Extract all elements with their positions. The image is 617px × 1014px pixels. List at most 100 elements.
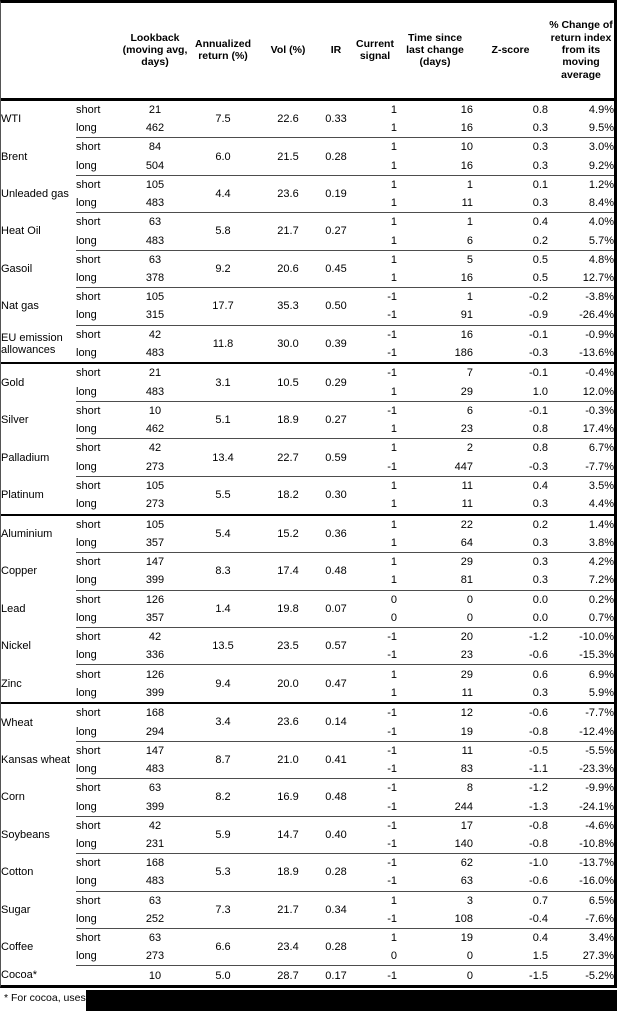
cell-ir: 0.47 [319,664,353,704]
cell-pos: short [76,740,121,761]
cell-signal: -1 [353,362,397,383]
cell-pos: long [76,686,97,699]
table-row: Lead short 126 1.4 19.8 0.07 0 0 0.0 0.2% [1,589,614,628]
cell-pct: 9.5% [588,122,614,135]
cell-pos: short [76,103,101,116]
cell-pos: long [76,385,97,398]
cell-lookback: 84 [121,137,189,157]
cell-signal: 1 [390,498,397,511]
table-row: long 483 1 6 0.2 5.7% [1,232,614,251]
cell-zscore: -0.6 [529,875,548,888]
cell-vol: 18.9 [257,853,319,892]
cell-lookback: 168 [121,853,189,873]
table-row: Gold short 21 3.1 10.5 0.29 -1 7 -0.1 -0.4% [1,362,614,402]
cell-pos: short [76,287,121,307]
cell-zscore: 0.8 [473,438,548,458]
cell-signal: 1 [390,159,397,172]
cell-vol: 20.6 [257,249,319,288]
cell-pos: long [76,763,97,776]
cell-lookback: 336 [145,649,165,662]
cell-time: 16 [460,122,473,135]
commodity-name: Unleaded gas [1,188,69,201]
cell-lookback: 399 [145,574,165,587]
cell-vol: 21.7 [257,890,319,929]
cell-zscore: -0.9 [529,309,548,322]
cell-ir: 0.57 [319,627,353,665]
cell-ann: 5.9 [189,815,257,854]
table-row: long 483 -1 83 -1.1 -23.3% [1,760,614,779]
cell-pct: 17.4% [582,423,614,436]
commodity-name: Heat Oil [1,225,41,238]
cell-lookback: 315 [145,309,165,322]
cell-zscore: -0.1 [473,324,548,344]
cell-zscore: -0.3 [529,460,548,473]
cell-zscore: 0.8 [532,423,548,436]
cell-ann: 5.4 [189,513,257,553]
commodity-name: Platinum [1,488,44,501]
column-header-time-since-change: Time since last change (days) [397,3,473,101]
cell-pos: short [76,890,121,910]
cell-lookback: 273 [145,460,165,473]
cell-vol: 23.5 [257,627,319,665]
cell-time: 10 [397,137,473,157]
cell-time: 64 [460,537,473,550]
cell-ir: 0.28 [319,928,353,966]
cell-time: 91 [460,309,473,322]
column-header-zscore: Z-score [473,3,548,101]
table-row: long 483 1 29 1.0 12.0% [1,383,614,402]
cell-pos [76,965,121,985]
cell-zscore: 0.4 [473,928,548,948]
table-row: long 462 1 23 0.8 17.4% [1,420,614,439]
cell-vol: 19.8 [257,589,319,628]
cell-zscore: -0.1 [473,400,548,421]
cell-signal: -1 [387,460,397,473]
cell-pos: long [76,309,97,322]
cell-signal: 1 [353,928,397,948]
header-row: Lookback (moving avg, days) Annualized r… [1,3,614,101]
table-row: long 357 1 64 0.3 3.8% [1,534,614,553]
cell-signal: 1 [353,212,397,232]
cell-signal: -1 [387,837,397,850]
cell-vol: 18.2 [257,475,319,515]
cell-zscore: 0.3 [532,537,548,550]
cell-zscore: 0.0 [473,589,548,609]
cell-pct: -0.3% [548,400,614,421]
cell-lookback: 10 [121,965,189,985]
table-row: long 273 0 0 1.5 27.3% [1,947,614,966]
cell-time: 2 [397,438,473,458]
cell-pos: short [76,212,121,232]
cell-ir: 0.40 [319,815,353,854]
cell-signal: 1 [353,513,397,534]
cell-time: 6 [397,400,473,421]
commodity-name: Cotton [1,866,34,879]
cell-pct: -15.3% [579,649,614,662]
column-header-pos [76,3,121,101]
commodity-name: Coffee [1,941,34,954]
commodity-name: Nat gas [1,300,39,313]
table-row: Copper short 147 8.3 17.4 0.48 1 29 0.3 4.2% [1,552,614,591]
cell-pct: 4.4% [588,498,614,511]
table-row: long 273 1 11 0.3 4.4% [1,495,614,514]
cell-pct: 3.8% [588,537,614,550]
commodity-name: Cocoa* [1,969,38,982]
cell-ir: 0.59 [319,438,353,477]
cell-signal: -1 [387,347,397,359]
cell-zscore: -1.2 [473,778,548,798]
cell-ir: 0.36 [319,513,353,553]
cell-ir: 0.30 [319,475,353,515]
cell-time: 29 [397,664,473,684]
cell-lookback: 126 [121,664,189,684]
cell-lookback: 42 [121,815,189,835]
table-row: long 483 -1 186 -0.3 -13.6% [1,344,614,363]
table-row: Unleaded gas short 105 4.4 23.6 0.19 1 1 0.1 1.2% [1,174,614,213]
cell-time: 3 [397,890,473,910]
cell-ann: 5.1 [189,400,257,439]
cell-lookback: 462 [145,122,165,135]
cell-pct: -16.0% [579,875,614,888]
cell-signal: 1 [353,438,397,458]
cell-lookback: 42 [121,438,189,458]
table-row: Brent short 84 6.0 21.5 0.28 1 10 0.3 3.0% [1,137,614,176]
cell-zscore: -0.6 [529,649,548,662]
cell-pct: -24.1% [579,800,614,813]
cell-time: 140 [454,837,473,850]
